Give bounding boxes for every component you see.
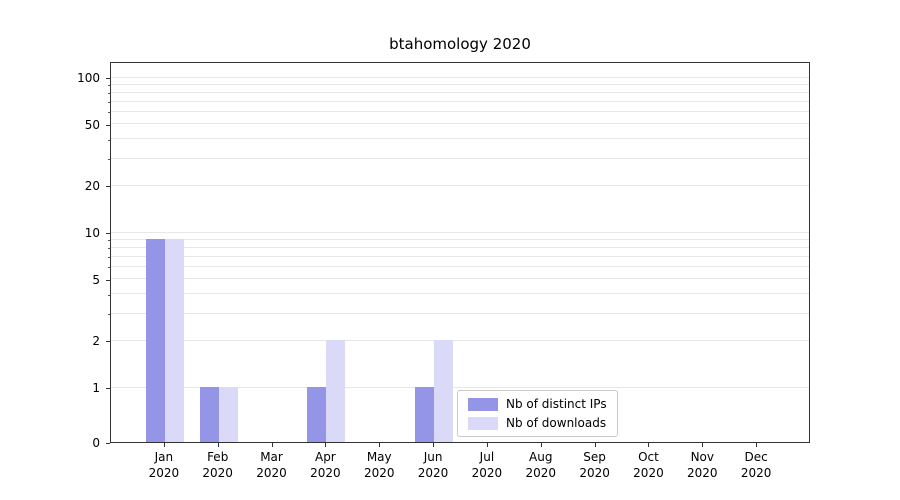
legend-swatch-distinct-ips-icon <box>468 397 498 411</box>
gridline <box>111 246 809 248</box>
gridline <box>111 231 809 233</box>
chart-title: btahomology 2020 <box>389 35 531 53</box>
x-tick-label: May 2020 <box>363 450 395 480</box>
x-tick-label: Jun 2020 <box>417 450 449 480</box>
x-tick-label: Nov 2020 <box>687 450 718 480</box>
x-tick-mark <box>379 443 381 447</box>
x-tick-mark <box>217 443 219 447</box>
bar-downloads-jan <box>164 239 184 442</box>
gridline <box>111 278 809 280</box>
x-tick-mark <box>271 443 273 447</box>
x-tick-mark <box>163 443 165 447</box>
legend-item-distinct-ips: Nb of distinct IPs <box>468 397 607 411</box>
x-tick-label: Mar 2020 <box>256 450 287 480</box>
y-tick-mark <box>106 388 110 389</box>
y-minor-tick-mark <box>108 240 110 242</box>
x-tick-mark <box>433 443 435 447</box>
y-tick-mark <box>106 233 110 234</box>
bar-distinct-ips-feb <box>199 387 219 442</box>
gridline <box>111 91 809 93</box>
gridline <box>111 157 809 159</box>
gridline <box>111 265 809 267</box>
x-tick-mark <box>325 443 327 447</box>
x-tick-mark <box>540 443 542 447</box>
y-minor-tick-mark <box>108 102 110 103</box>
y-tick-label: 10 <box>84 226 100 240</box>
y-tick-mark <box>106 78 110 79</box>
gridline <box>111 123 809 125</box>
bar-downloads-jun <box>434 340 454 442</box>
y-minor-tick-mark <box>108 93 110 95</box>
x-tick-mark <box>594 443 596 447</box>
gridline <box>111 255 809 257</box>
y-tick-mark <box>106 443 110 444</box>
y-tick-mark <box>106 279 110 281</box>
legend: Nb of distinct IPs Nb of downloads <box>457 390 618 437</box>
x-tick-mark <box>702 443 704 447</box>
gridline <box>111 184 809 186</box>
legend-swatch-downloads-icon <box>468 416 498 430</box>
legend-label-downloads: Nb of downloads <box>506 416 607 430</box>
bar-downloads-feb <box>218 387 238 442</box>
y-tick-label: 0 <box>92 436 100 450</box>
gridline <box>111 76 809 78</box>
y-tick-label: 5 <box>92 272 100 287</box>
y-minor-tick-mark <box>108 139 110 141</box>
y-tick-mark <box>106 341 110 343</box>
legend-label-distinct-ips: Nb of distinct IPs <box>506 397 607 411</box>
gridline <box>111 110 809 112</box>
y-minor-tick-mark <box>108 294 110 296</box>
bar-downloads-apr <box>326 340 346 442</box>
y-minor-tick-mark <box>108 267 110 269</box>
gridline <box>111 238 809 240</box>
y-minor-tick-mark <box>108 159 110 161</box>
x-tick-label: Jan 2020 <box>148 450 180 480</box>
gridline <box>111 386 809 388</box>
x-tick-mark <box>648 443 650 447</box>
bar-distinct-ips-jun <box>415 387 435 442</box>
gridline <box>111 293 809 295</box>
x-tick-label: Apr 2020 <box>310 450 341 480</box>
y-tick-label: 2 <box>92 334 100 349</box>
y-tick-label: 50 <box>84 117 100 132</box>
y-minor-tick-mark <box>108 314 110 316</box>
x-tick-label: Oct 2020 <box>633 450 664 480</box>
y-tick-mark <box>106 186 110 188</box>
gridline <box>111 339 809 341</box>
bar-distinct-ips-apr <box>307 387 327 442</box>
legend-item-downloads: Nb of downloads <box>468 416 607 430</box>
x-tick-mark <box>756 443 758 447</box>
bar-distinct-ips-jan <box>145 239 165 442</box>
y-tick-label: 20 <box>84 179 100 194</box>
x-tick-label: Feb 2020 <box>202 450 233 480</box>
x-tick-label: Dec 2020 <box>740 450 772 480</box>
y-tick-label: 100 <box>77 71 100 85</box>
y-minor-tick-mark <box>108 112 110 114</box>
x-tick-label: Jul 2020 <box>471 450 503 480</box>
y-tick-mark <box>106 124 110 126</box>
gridline <box>111 83 809 85</box>
y-tick-label: 1 <box>92 381 100 395</box>
y-minor-tick-mark <box>108 85 110 87</box>
gridline <box>111 100 809 102</box>
x-tick-label: Aug 2020 <box>525 450 557 480</box>
gridline <box>111 138 809 140</box>
x-tick-label: Sep 2020 <box>579 450 610 480</box>
gridline <box>111 312 809 314</box>
plot-area: Nb of distinct IPs Nb of downloads <box>110 62 810 443</box>
x-tick-mark <box>486 443 488 447</box>
y-minor-tick-mark <box>108 248 110 250</box>
y-minor-tick-mark <box>108 257 110 258</box>
